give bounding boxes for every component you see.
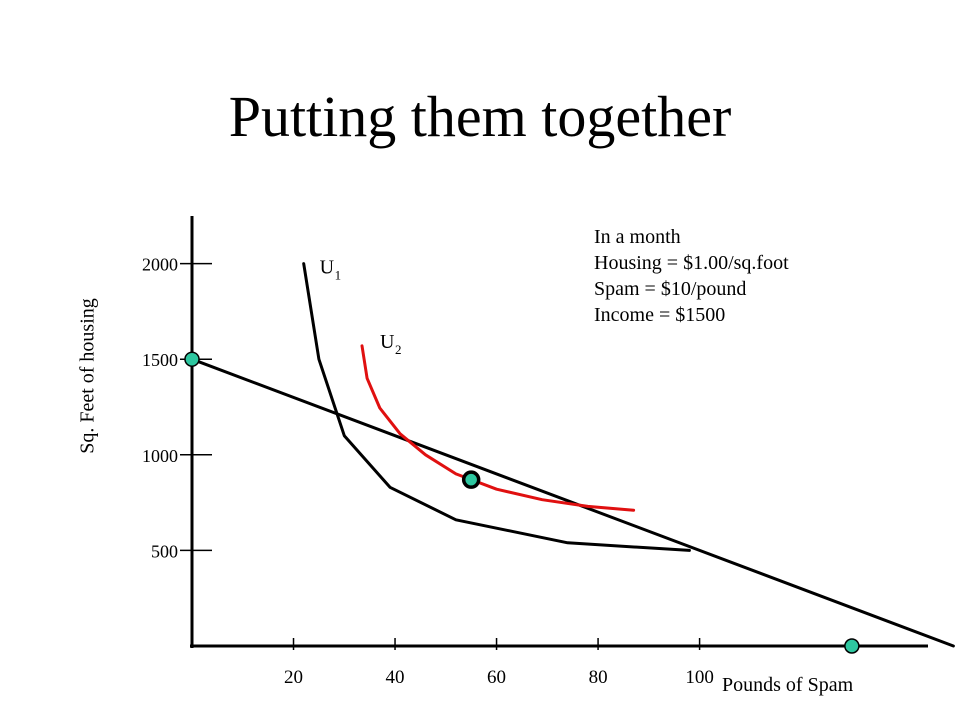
u1-label: U xyxy=(320,257,335,279)
x-axis-label: Pounds of Spam xyxy=(722,674,854,696)
budget-line xyxy=(190,357,955,648)
y-tick-label: 500 xyxy=(151,541,178,561)
x-tick-label: 100 xyxy=(685,667,714,688)
u1-label-subscript: 1 xyxy=(335,268,342,283)
y-tick-label: 2000 xyxy=(142,255,178,275)
slide-title: Putting them together xyxy=(228,84,732,149)
x-tick-label: 80 xyxy=(589,667,608,688)
info-line-housing-price: Housing = $1.00/sq.foot xyxy=(594,252,789,274)
x-tick-label: 60 xyxy=(487,667,506,688)
u2-label: U xyxy=(380,331,395,353)
u2-label-subscript: 2 xyxy=(395,342,402,357)
y-intercept-point xyxy=(184,351,200,367)
info-line-period: In a month xyxy=(594,226,681,248)
indifference-curve-u2 xyxy=(360,344,636,512)
y-tick-label: 1500 xyxy=(142,350,178,370)
y-tick-label: 1000 xyxy=(142,446,178,466)
x-tick-label: 40 xyxy=(386,667,405,688)
indifference-curve-u1 xyxy=(302,262,691,552)
info-line-spam-price: Spam = $10/pound xyxy=(594,278,747,300)
x-intercept-point xyxy=(844,638,860,654)
x-tick-label: 20 xyxy=(284,667,303,688)
info-line-income: Income = $1500 xyxy=(594,304,726,326)
tangency-point xyxy=(461,470,481,489)
budget-info: In a month Housing = $1.00/sq.foot Spam … xyxy=(594,224,789,328)
